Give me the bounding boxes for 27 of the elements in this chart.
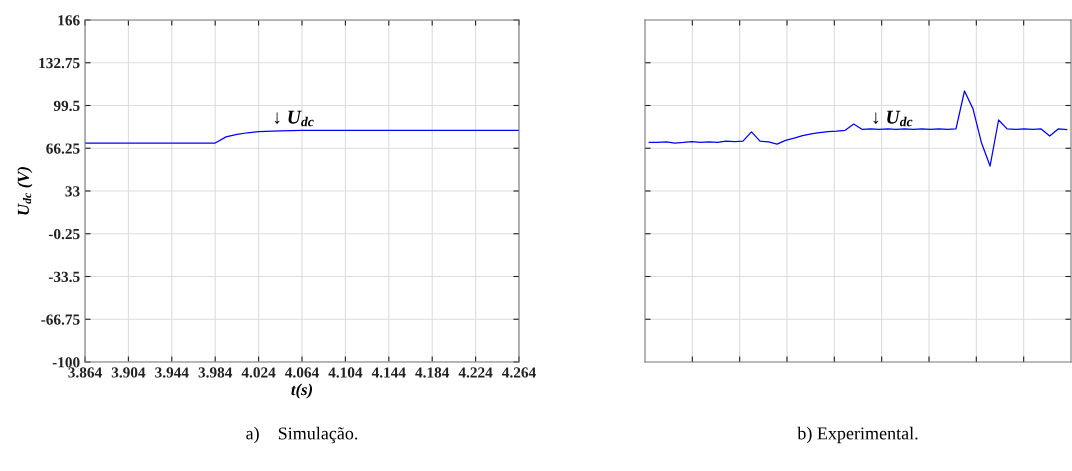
x-tick-label: 4.264 <box>502 367 536 378</box>
x-tick-label: 4.064 <box>285 367 319 378</box>
text: b) Experimental. <box>797 426 918 444</box>
text: a) Simulação. <box>246 426 358 444</box>
y-tick-label: 33 <box>65 186 80 197</box>
y-tick-label: -0.25 <box>48 228 80 240</box>
y-tick-label: 66.25 <box>46 143 80 154</box>
x-tick-label: 4.024 <box>241 367 276 378</box>
x-tick-label: 4.184 <box>415 367 450 378</box>
line-series <box>85 129 519 144</box>
x-axis-title: t(s) <box>291 383 313 399</box>
x-tick-label: 3.984 <box>198 367 233 378</box>
x-tick-label: 3.864 <box>68 367 102 378</box>
annotation: ↓ U$_{dc}$ <box>873 110 913 127</box>
x-tick-label: 4.224 <box>458 367 493 378</box>
y-tick-label: -33.5 <box>48 271 80 283</box>
x-tick-label: 3.944 <box>155 367 189 378</box>
x-tick-label: 3.904 <box>111 367 146 378</box>
y-tick-label: 132.75 <box>39 57 80 69</box>
y-axis-title: U$_{dc}$ (V) <box>17 167 33 215</box>
x-tick-label: 4.104 <box>328 367 363 378</box>
y-tick-label: 99.5 <box>53 100 80 112</box>
x-tick-label: 4.144 <box>371 367 406 378</box>
y-tick-label: -100 <box>52 357 80 368</box>
y-tick-label: -66.75 <box>41 314 80 325</box>
annotation: ↓ U$_{dc}$ <box>274 110 314 127</box>
y-tick-label: 166 <box>58 15 80 26</box>
